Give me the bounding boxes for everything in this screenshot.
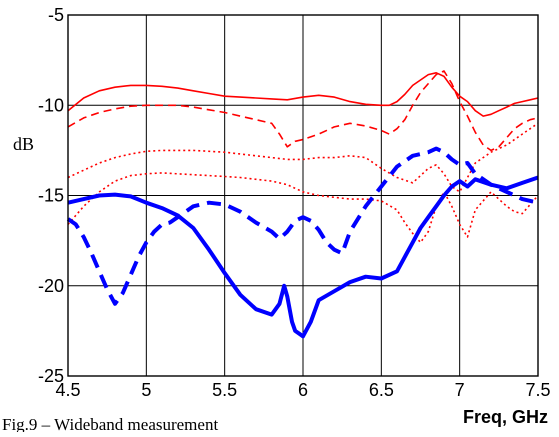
y-axis-label: dB <box>13 134 34 154</box>
plot-frame <box>67 14 539 377</box>
x-tick-label: 7 <box>455 380 465 400</box>
figure-caption: Fig.9 – Wideband measurement <box>2 415 218 432</box>
x-tick-label: 6 <box>298 380 308 400</box>
y-tick-label: -5 <box>48 5 64 25</box>
y-tick-label: -25 <box>38 366 64 386</box>
x-tick-label: 4.5 <box>55 380 80 400</box>
x-tick-label: 7.5 <box>525 380 550 400</box>
series-line-1 <box>67 72 539 117</box>
series-line-4 <box>67 172 539 244</box>
x-tick-label: 6.5 <box>369 380 394 400</box>
x-tick-label: 5.5 <box>212 380 237 400</box>
x-axis-label: Freq, GHz <box>463 407 548 427</box>
data-series <box>66 70 539 339</box>
y-tick-label: -10 <box>38 95 64 115</box>
y-tick-label: -20 <box>38 276 64 296</box>
y-tick-label: -15 <box>38 186 64 206</box>
tick-labels: 4.5 5 5.5 6 6.5 7 7.5 -5 -10 -15 -20 -25 <box>38 5 551 400</box>
x-tick-label: 5 <box>141 380 151 400</box>
series-line-5 <box>67 175 539 339</box>
series-line-6 <box>66 146 539 306</box>
